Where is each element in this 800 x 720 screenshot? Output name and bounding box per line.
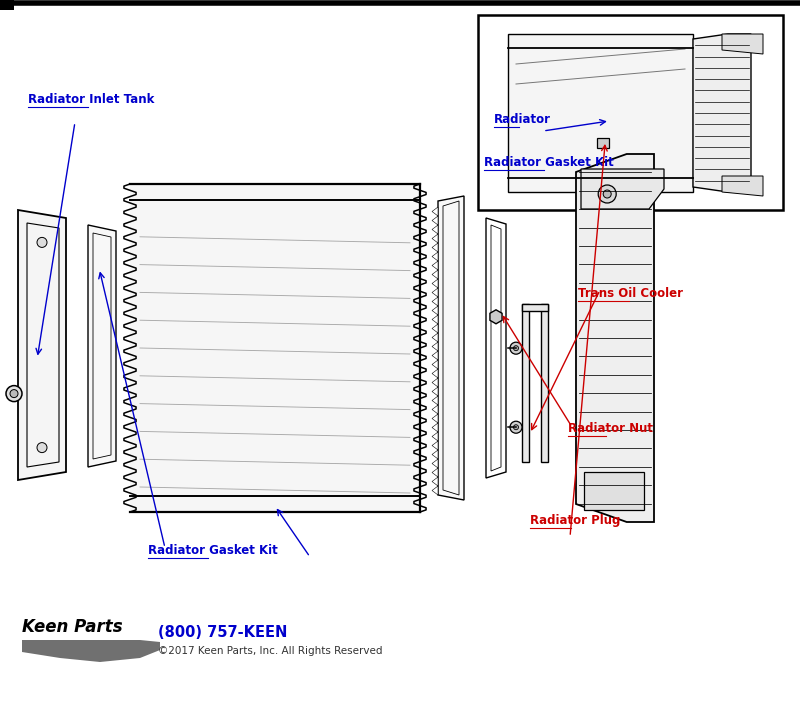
Polygon shape <box>18 210 66 480</box>
Polygon shape <box>432 342 438 351</box>
Circle shape <box>6 386 22 402</box>
Text: ©2017 Keen Parts, Inc. All Rights Reserved: ©2017 Keen Parts, Inc. All Rights Reserv… <box>158 646 382 656</box>
Bar <box>478 15 783 210</box>
Polygon shape <box>432 315 438 324</box>
Polygon shape <box>432 324 438 333</box>
Bar <box>0 0 14 10</box>
Polygon shape <box>88 225 116 467</box>
Polygon shape <box>432 459 438 468</box>
Text: Radiator Inlet Tank: Radiator Inlet Tank <box>28 93 154 106</box>
Bar <box>598 138 610 148</box>
Circle shape <box>510 421 522 433</box>
Polygon shape <box>432 360 438 369</box>
Polygon shape <box>432 432 438 441</box>
Polygon shape <box>508 34 693 192</box>
Polygon shape <box>432 279 438 288</box>
Polygon shape <box>432 414 438 423</box>
Polygon shape <box>432 405 438 414</box>
Circle shape <box>510 342 522 354</box>
Polygon shape <box>432 441 438 450</box>
Polygon shape <box>432 387 438 396</box>
Polygon shape <box>432 261 438 270</box>
Polygon shape <box>432 306 438 315</box>
Text: (800) 757-KEEN: (800) 757-KEEN <box>158 625 287 640</box>
Bar <box>584 472 644 510</box>
Polygon shape <box>432 207 438 216</box>
Polygon shape <box>438 196 464 500</box>
Polygon shape <box>432 243 438 252</box>
Text: Trans Oil Cooler: Trans Oil Cooler <box>578 287 683 300</box>
Polygon shape <box>432 396 438 405</box>
Polygon shape <box>432 351 438 360</box>
Bar <box>522 304 548 311</box>
Polygon shape <box>432 270 438 279</box>
Bar <box>130 184 420 512</box>
Circle shape <box>598 185 616 203</box>
Polygon shape <box>432 369 438 378</box>
Polygon shape <box>22 640 160 662</box>
Circle shape <box>514 425 518 430</box>
Polygon shape <box>432 450 438 459</box>
Polygon shape <box>432 378 438 387</box>
Text: Radiator Gasket Kit: Radiator Gasket Kit <box>148 544 278 557</box>
Polygon shape <box>722 34 763 54</box>
Polygon shape <box>432 477 438 486</box>
Polygon shape <box>581 169 664 209</box>
Bar <box>522 304 529 462</box>
Circle shape <box>514 346 518 351</box>
Circle shape <box>37 238 47 248</box>
Circle shape <box>10 390 18 397</box>
Circle shape <box>37 443 47 453</box>
Bar <box>541 304 548 462</box>
Polygon shape <box>432 216 438 225</box>
Text: Keen Parts: Keen Parts <box>22 618 122 636</box>
Polygon shape <box>576 154 654 522</box>
Polygon shape <box>432 288 438 297</box>
Polygon shape <box>432 297 438 306</box>
Polygon shape <box>432 225 438 234</box>
Text: Radiator Gasket Kit: Radiator Gasket Kit <box>484 156 614 169</box>
Polygon shape <box>722 176 763 196</box>
Polygon shape <box>432 252 438 261</box>
Polygon shape <box>693 34 751 192</box>
Circle shape <box>603 190 611 198</box>
Text: Radiator Nut: Radiator Nut <box>568 422 653 435</box>
Polygon shape <box>490 310 502 324</box>
Polygon shape <box>432 468 438 477</box>
Polygon shape <box>432 234 438 243</box>
Polygon shape <box>432 486 438 495</box>
Polygon shape <box>432 423 438 432</box>
Polygon shape <box>432 333 438 342</box>
Text: Radiator: Radiator <box>494 113 551 126</box>
Text: Radiator Plug: Radiator Plug <box>530 514 620 527</box>
